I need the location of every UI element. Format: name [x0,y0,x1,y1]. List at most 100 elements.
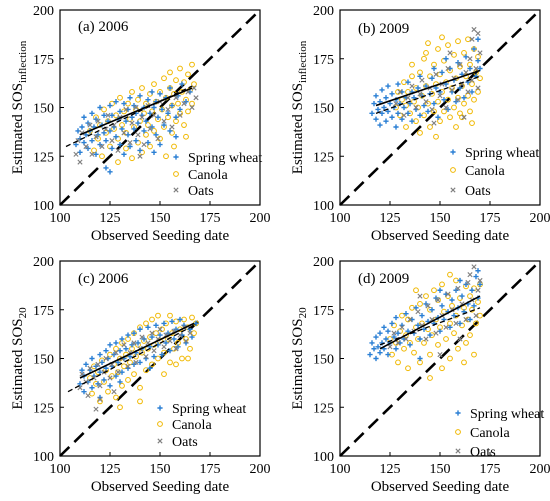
spring-wheat-legend-label: Spring wheat [172,402,246,417]
spring-wheat-point [133,138,139,144]
canola-point [427,375,433,381]
canola-point [189,100,195,107]
canola-point [137,384,143,391]
canola-point [435,341,441,348]
oats-point [193,95,199,101]
oats-point [443,324,449,330]
oats-point [417,293,423,299]
oats-point [437,352,443,358]
spring-wheat-point [179,81,185,87]
oats-point [429,106,435,113]
canola-point [421,55,427,62]
spring-wheat-point [153,322,159,328]
y-axis-title: Estimated SOS20 [10,307,29,410]
spring-wheat-point [169,102,175,109]
spring-wheat-point [467,316,473,323]
spring-wheat-point [407,342,413,348]
spring-wheat-point [477,65,483,72]
canola-point [137,398,143,405]
canola-point [117,94,123,101]
oats-point [435,297,441,303]
canola-point [461,50,467,56]
canola-point [181,122,187,128]
oats-point [97,383,103,389]
scatter-panel-4: 100 125 150 175 200 100 125 150 175 200 Observed S… [290,255,550,495]
panel-label: (a) 2006 [78,19,129,35]
canola-point [143,367,149,374]
oats-point [147,126,153,132]
spring-wheat-point [369,110,375,116]
oats-point [89,151,95,157]
canola-point [423,293,429,300]
oats-point [443,104,449,111]
spring-wheat-point [471,46,477,52]
oats-point [177,112,183,118]
spring-wheat-point [149,89,155,95]
oats-point [115,369,121,375]
oats-point [139,114,145,120]
y-tick-label: 100 [313,450,334,465]
canola-legend-label: Canola [470,426,510,441]
x-tick-label: 125 [380,462,401,477]
spring-wheat-point [451,313,457,319]
y-tick-label: 200 [313,4,334,19]
canola-point [135,96,141,103]
canola-point [185,355,191,362]
canola-point [471,96,477,103]
spring-wheat-point [119,336,125,342]
spring-wheat-point [109,145,115,152]
canola-point [427,124,433,130]
canola-point [191,330,197,337]
spring-wheat-point [461,95,467,101]
canola-point [143,320,149,327]
canola-point [465,36,471,43]
canola-point [113,345,119,352]
canola-point [403,124,409,130]
oats-point [419,77,425,83]
oats-point [155,136,161,142]
canola-point [149,316,155,323]
canola-point [455,38,461,45]
y-tick-label: 175 [33,304,54,319]
x-tick-label: 175 [480,462,501,477]
canola-point [125,377,131,383]
spring-wheat-point [121,101,127,107]
canola-point [445,42,451,48]
canola-point [423,50,429,56]
oats-point [471,26,477,33]
spring-wheat-point [371,101,377,107]
panel-label: (c) 2006 [78,271,129,287]
spring-wheat-point [439,303,445,309]
canola-legend-label: Canola [172,418,212,433]
spring-wheat-point [377,122,383,128]
spring-wheat-point [107,383,113,389]
spring-wheat-point [109,112,115,118]
spring-wheat-point [431,101,437,107]
x-tick-label: 175 [200,211,221,226]
canola-legend-marker [157,421,163,427]
canola-point [179,355,185,362]
canola-point [189,314,195,321]
canola-point [449,302,455,309]
oats-point [455,285,461,291]
y-tick-label: 125 [33,401,54,416]
y-tick-label: 100 [33,450,54,465]
canola-point [405,365,411,372]
oats-point [115,147,121,153]
spring-wheat-point [149,334,155,340]
spring-wheat-point [475,36,481,42]
y-tick-label: 150 [313,353,334,368]
spring-wheat-point [385,83,391,89]
oats-point [403,336,409,342]
spring-wheat-point [167,85,173,91]
oats-point [449,87,455,93]
oats-point [409,83,415,89]
canola-point [129,89,135,95]
y-axis-title: Estimated SOSinflection [10,40,29,174]
one-to-one-line [59,9,261,206]
spring-wheat-point [381,324,387,330]
oats-point [461,114,467,120]
spring-wheat-point [113,134,119,140]
oats-point [473,313,479,319]
oats-point [95,361,101,367]
